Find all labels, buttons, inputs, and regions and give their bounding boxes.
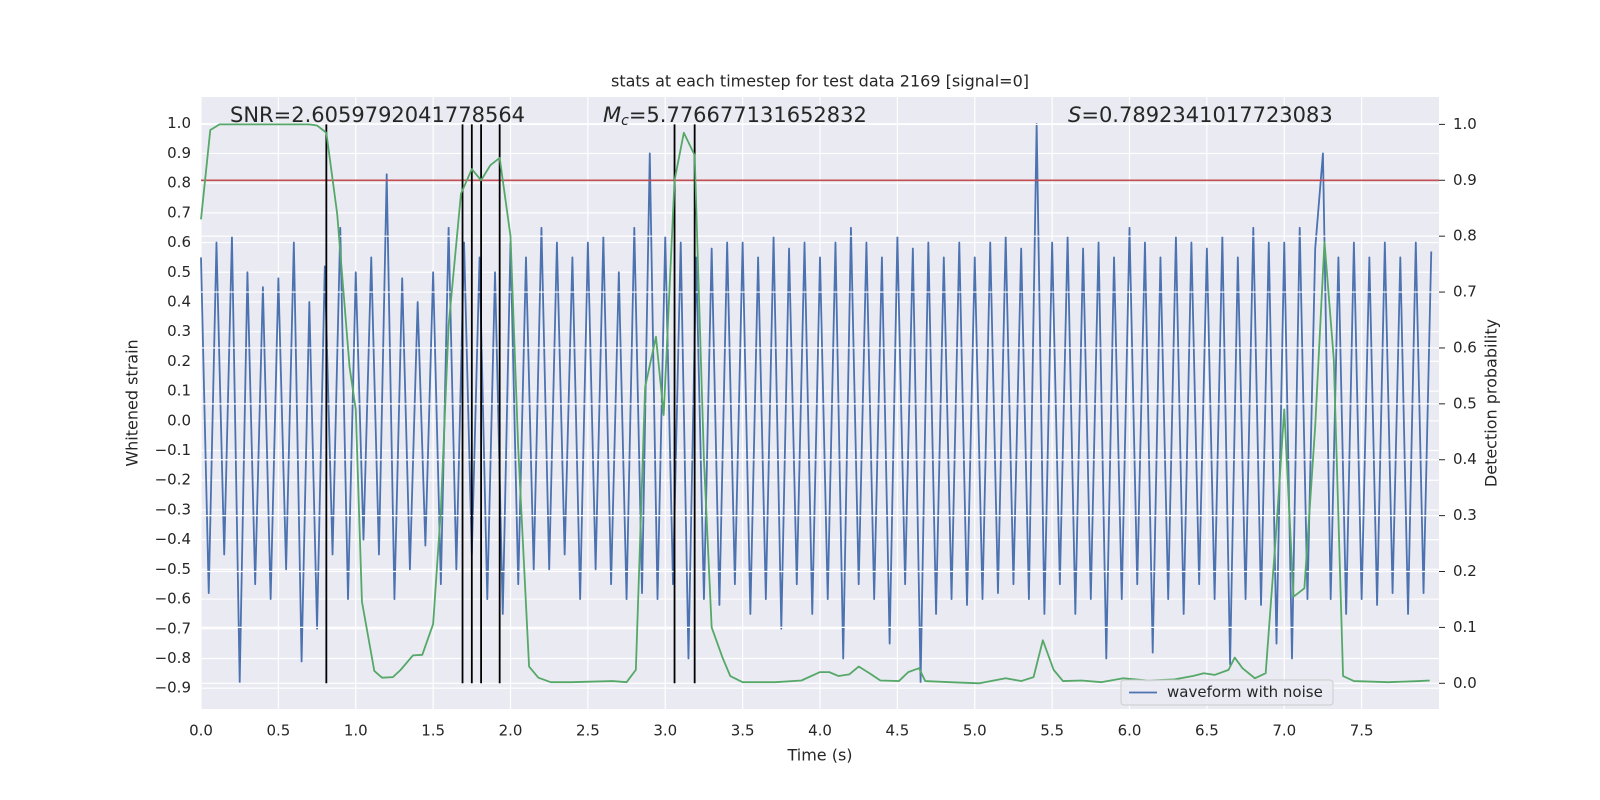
x-axis-label: Time (s) — [786, 746, 852, 765]
annotation-subscript: c — [621, 113, 629, 129]
x-tick-label: 5.5 — [1040, 722, 1064, 740]
y-tick-label: 1.0 — [167, 114, 191, 132]
y-tick-label: 0.6 — [167, 233, 191, 251]
y-tick-label: 0.5 — [167, 263, 191, 281]
series-line — [200, 123, 1430, 685]
annotation-text: =0.7892341017723083 — [1081, 103, 1332, 127]
y-tick-label: −0.4 — [155, 530, 191, 548]
y2-tick-label: 0.6 — [1453, 338, 1477, 356]
x-tick-label: 4.5 — [885, 722, 909, 740]
y2-tick-label: 0.2 — [1453, 562, 1477, 580]
y2-tick-label: 0.9 — [1453, 171, 1477, 189]
y-tick-label: 0.3 — [167, 322, 191, 340]
x-tick-label: 1.5 — [421, 722, 445, 740]
legend-box — [1120, 679, 1334, 706]
y2-tick-label: 0.5 — [1453, 394, 1477, 412]
y2-tick-label: 1.0 — [1453, 115, 1477, 133]
x-tick-label: 0.5 — [266, 722, 290, 740]
annotation-text: SNR=2.6059792041778564 — [230, 103, 525, 127]
y2-tick-label: 0.3 — [1453, 506, 1477, 524]
x-tick-label: 1.0 — [344, 722, 368, 740]
y-tick-label: 0.0 — [167, 411, 191, 429]
annotation: S=0.7892341017723083 — [1068, 103, 1333, 127]
y-tick-label: −0.1 — [155, 441, 191, 459]
y2-axis-label: Detection probability — [1482, 319, 1501, 487]
annotation: SNR=2.6059792041778564 — [230, 103, 525, 127]
x-tick-label: 7.0 — [1272, 722, 1296, 740]
annotation: Mc=5.776677131652832 — [603, 103, 867, 129]
y2-tick-label: 0.0 — [1453, 674, 1477, 692]
chart-title: stats at each timestep for test data 216… — [611, 72, 1029, 91]
annotation-text: =5.776677131652832 — [629, 103, 867, 127]
y-tick-label: 0.4 — [167, 292, 191, 310]
y-tick-label: 0.8 — [167, 174, 191, 192]
y-axis-label: Whitened strain — [123, 339, 142, 466]
y-tick-label: −0.9 — [155, 679, 191, 697]
annotation-symbol: S — [1068, 103, 1081, 127]
y2-tick-label: 0.8 — [1453, 227, 1477, 245]
x-tick-label: 2.5 — [576, 722, 600, 740]
y-tick-label: −0.6 — [155, 590, 191, 608]
y2-tick-label: 0.1 — [1453, 618, 1477, 636]
y-tick-label: −0.3 — [155, 500, 191, 518]
y-tick-label: 0.1 — [167, 382, 191, 400]
y2-tick-label: 0.4 — [1453, 450, 1477, 468]
y-tick-label: −0.2 — [155, 471, 191, 489]
x-tick-label: 0.0 — [189, 722, 213, 740]
x-tick-label: 6.5 — [1195, 722, 1219, 740]
x-tick-label: 2.0 — [499, 722, 523, 740]
y-tick-label: 0.7 — [167, 203, 191, 221]
y2-tick-label: 0.7 — [1453, 283, 1477, 301]
annotation-symbol: M — [603, 103, 621, 127]
x-tick-label: 6.0 — [1118, 722, 1142, 740]
y-tick-label: −0.7 — [155, 619, 191, 637]
x-tick-label: 3.0 — [653, 722, 677, 740]
y-tick-label: 0.2 — [167, 352, 191, 370]
x-tick-label: 5.0 — [963, 722, 987, 740]
series-line — [200, 122, 1433, 684]
y-tick-label: −0.8 — [155, 649, 191, 667]
y-tick-label: −0.5 — [155, 560, 191, 578]
x-tick-label: 4.0 — [808, 722, 832, 740]
legend-label: waveform with noise — [1167, 683, 1323, 701]
x-tick-label: 3.5 — [731, 722, 755, 740]
y-tick-label: 0.9 — [167, 144, 191, 162]
x-tick-label: 7.5 — [1350, 722, 1374, 740]
